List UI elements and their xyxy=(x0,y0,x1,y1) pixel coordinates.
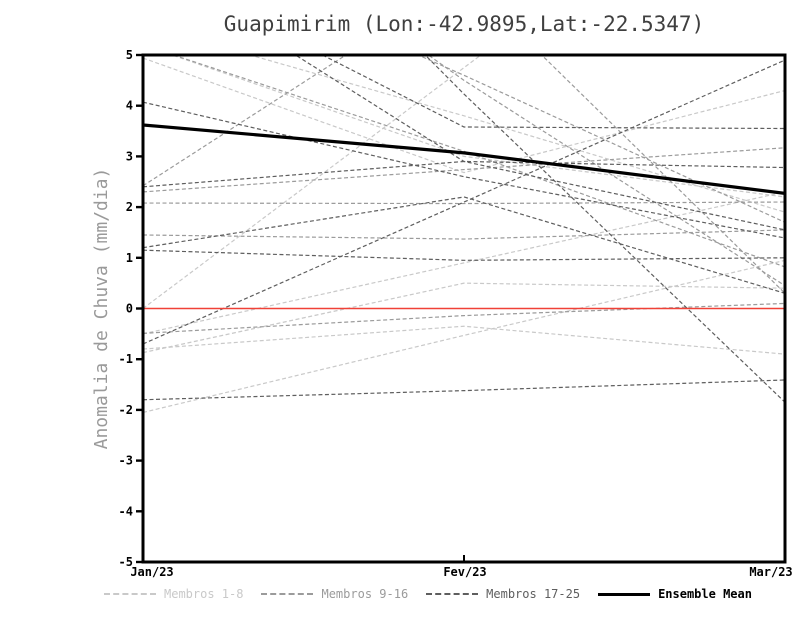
y-tick-label: 5 xyxy=(126,48,133,62)
x-tick-label: Jan/23 xyxy=(130,565,173,579)
solid-line-icon xyxy=(598,592,651,596)
member-line xyxy=(247,55,785,213)
y-tick-label: -1 xyxy=(119,352,133,366)
chart-legend: Membros 1-8 Membros 9-16 Membros 17-25 E… xyxy=(104,587,752,601)
x-tick-label: Mar/23 xyxy=(749,565,792,579)
y-tick-label: -4 xyxy=(119,504,133,518)
member-line xyxy=(143,147,785,193)
y-tick-label: -3 xyxy=(119,454,133,468)
legend-label: Membros 17-25 xyxy=(486,587,581,601)
y-tick-label: 4 xyxy=(126,99,133,113)
member-line xyxy=(143,55,482,309)
axes xyxy=(136,53,787,564)
y-tick-label: 3 xyxy=(126,149,133,163)
member-line xyxy=(143,191,785,335)
member-line xyxy=(321,55,785,130)
legend-item-membros-17-25: Membros 17-25 xyxy=(426,587,580,601)
member-line xyxy=(294,55,785,231)
y-tick-label: -2 xyxy=(119,403,133,417)
member-line xyxy=(143,229,785,240)
member-lines xyxy=(143,55,785,414)
reference-lines xyxy=(143,123,785,310)
member-line xyxy=(143,55,785,294)
legend-label: Membros 9-16 xyxy=(321,587,409,601)
x-tick-label: Fev/23 xyxy=(443,565,486,579)
legend-label: Ensemble Mean xyxy=(658,587,752,601)
dashed-line-icon xyxy=(426,593,479,595)
y-tick-label: 1 xyxy=(126,251,133,265)
member-line xyxy=(143,196,785,294)
dashed-line-icon xyxy=(104,593,156,595)
dashed-line-icon xyxy=(261,593,314,595)
member-line xyxy=(170,55,785,198)
chart-title: Guapimirim (Lon:-42.9895,Lat:-22.5347) xyxy=(223,12,705,36)
member-line xyxy=(143,57,785,174)
member-line xyxy=(143,201,785,205)
legend-item-membros-9-16: Membros 9-16 xyxy=(261,587,408,601)
member-line xyxy=(427,55,785,287)
legend-item-membros-1-8: Membros 1-8 xyxy=(104,587,243,601)
member-line xyxy=(143,302,785,334)
member-line xyxy=(143,259,785,414)
legend-item-ensemble-mean: Ensemble Mean xyxy=(598,587,752,601)
member-line xyxy=(416,55,785,223)
member-line xyxy=(424,55,785,403)
member-line xyxy=(143,59,785,345)
legend-label: Membros 1-8 xyxy=(164,587,244,601)
member-line xyxy=(143,249,785,261)
y-tick-label: -5 xyxy=(119,555,133,569)
member-line xyxy=(143,282,785,354)
y-axis-title: Anomalia de Chuva (mm/dia) xyxy=(91,168,112,450)
y-tick-label: 0 xyxy=(126,302,133,316)
member-line xyxy=(143,325,785,355)
ensemble-mean-line xyxy=(143,123,785,195)
member-line xyxy=(143,379,785,401)
y-tick-label: 2 xyxy=(126,200,133,214)
member-line xyxy=(143,101,785,239)
